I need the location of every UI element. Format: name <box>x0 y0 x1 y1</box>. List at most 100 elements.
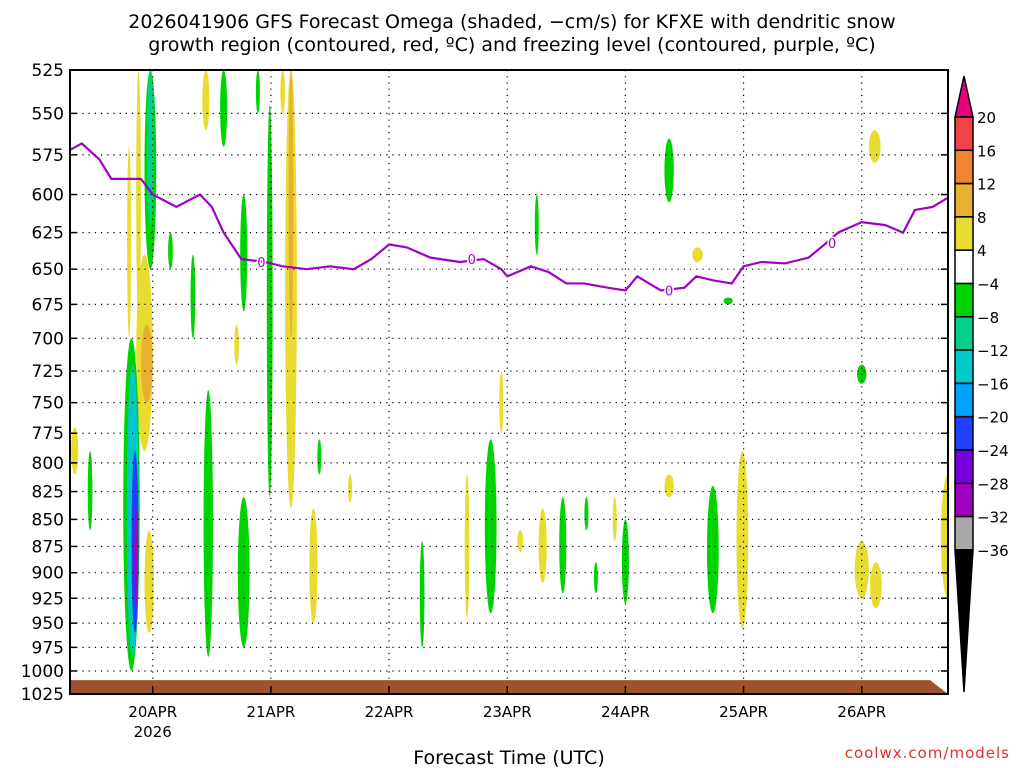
x-tick-label: 20APR <box>128 703 177 721</box>
y-tick-label: 775 <box>32 424 64 444</box>
omega-region <box>940 474 948 599</box>
omega-region <box>280 70 286 114</box>
colorbar-swatch <box>954 515 974 551</box>
omega-region <box>317 439 322 475</box>
y-tick-label: 800 <box>32 454 64 474</box>
omega-region <box>559 497 567 594</box>
colorbar-label: 8 <box>977 209 987 227</box>
colorbar-label: −28 <box>977 475 1009 493</box>
omega-region <box>240 194 248 312</box>
colorbar-label: 12 <box>977 176 996 194</box>
colorbar-label: −4 <box>977 276 999 294</box>
omega-region <box>534 194 539 255</box>
colorbar-swatch <box>954 316 974 351</box>
omega-region <box>854 541 869 599</box>
omega-region <box>136 70 141 325</box>
x-tick-label: 21APR <box>246 703 295 721</box>
omega-region <box>146 70 154 226</box>
omega-region <box>348 474 353 503</box>
x-tick-label: 25APR <box>719 703 768 721</box>
y-tick-label: 725 <box>32 362 64 382</box>
x-axis-label: Forecast Time (UTC) <box>413 747 604 768</box>
freezing-level-label: 0 <box>828 237 836 252</box>
omega-region <box>664 474 674 498</box>
omega-region <box>220 70 228 147</box>
y-tick-label: 600 <box>32 186 64 206</box>
x-tick-sublabel: 2026 <box>134 723 172 741</box>
colorbar-swatch <box>954 116 974 152</box>
omega-region <box>190 254 196 339</box>
colorbar-label: −24 <box>977 442 1009 460</box>
colorbar-top-arrow <box>954 75 974 118</box>
omega-region <box>692 247 703 262</box>
colorbar-swatch <box>954 249 974 285</box>
colorbar-label: −36 <box>977 542 1009 560</box>
colorbar-label: −16 <box>977 375 1009 393</box>
y-tick-label: 875 <box>32 537 64 557</box>
colorbar-swatch <box>954 149 974 185</box>
credit-text: coolwx.com/models <box>844 744 1010 762</box>
y-tick-label: 550 <box>32 104 64 124</box>
x-tick-label: 22APR <box>365 703 414 721</box>
colorbar-swatch <box>954 182 974 218</box>
omega-region <box>593 562 598 594</box>
omega-region <box>706 485 719 614</box>
y-tick-label: 975 <box>32 638 64 658</box>
colorbar-label: −20 <box>977 409 1009 427</box>
colorbar-label: −8 <box>977 309 999 327</box>
y-tick-label: 575 <box>32 146 64 166</box>
y-tick-label: 1025 <box>21 685 64 705</box>
omega-region <box>419 541 425 648</box>
omega-region <box>584 497 589 531</box>
y-tick-label: 750 <box>32 394 64 414</box>
omega-region <box>168 232 173 270</box>
omega-region <box>144 530 154 633</box>
omega-region <box>288 70 294 339</box>
chart-title-line1: 2026041906 GFS Forecast Omega (shaded, −… <box>128 11 896 33</box>
plot-content: 0 0 0 0 <box>70 70 948 694</box>
y-tick-label: 825 <box>32 483 64 503</box>
y-tick-label: 850 <box>32 510 64 530</box>
omega-region <box>868 130 881 163</box>
x-tick-label: 26APR <box>837 703 886 721</box>
omega-region <box>127 146 132 339</box>
colorbar-label: 16 <box>977 142 996 160</box>
y-tick-label: 950 <box>32 614 64 634</box>
omega-region <box>140 324 153 403</box>
omega-region <box>255 70 260 114</box>
colorbar-swatch <box>954 482 974 518</box>
omega-region <box>203 390 213 657</box>
omega-region <box>612 497 617 542</box>
colorbar-bottom-arrow <box>954 549 974 693</box>
colorbar-label: 20 <box>977 109 996 127</box>
omega-region <box>309 508 318 624</box>
y-tick-label: 625 <box>32 224 64 244</box>
omega-region <box>723 297 733 305</box>
y-tick-label: 525 <box>32 61 64 81</box>
colorbar-swatch <box>954 349 974 385</box>
y-tick-label: 650 <box>32 260 64 280</box>
colorbar-label: −32 <box>977 509 1009 527</box>
colorbar-swatch <box>954 282 974 318</box>
colorbar-label: 4 <box>977 242 987 260</box>
y-tick-label: 1000 <box>21 662 64 682</box>
freezing-level-line <box>70 142 948 292</box>
colorbar-swatch <box>954 216 974 251</box>
omega-region <box>87 451 93 531</box>
omega-region <box>621 519 629 604</box>
omega-region <box>736 451 749 629</box>
y-tick-label: 700 <box>32 329 64 349</box>
omega-region <box>234 324 239 365</box>
plot-background <box>70 70 948 694</box>
y-tick-label: 900 <box>32 564 64 584</box>
colorbar-swatch <box>954 415 974 451</box>
omega-region <box>71 427 79 475</box>
y-tick-label: 675 <box>32 295 64 315</box>
freezing-level-label: 0 <box>468 253 476 268</box>
x-tick-label: 24APR <box>601 703 650 721</box>
freezing-level-label: 0 <box>665 284 673 299</box>
omega-region <box>538 508 547 584</box>
colorbar-swatch <box>954 382 974 418</box>
